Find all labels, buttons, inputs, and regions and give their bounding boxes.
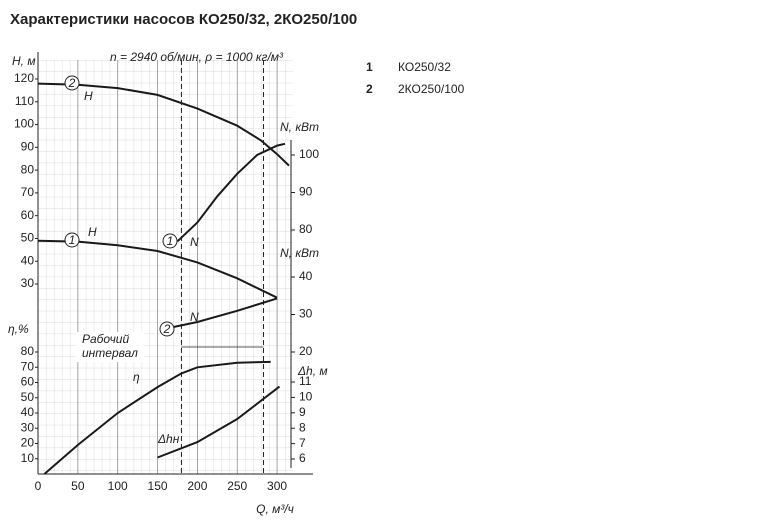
y-axis-label: Δh, м bbox=[297, 364, 328, 378]
label-bg bbox=[76, 332, 144, 362]
x-tick-label: 150 bbox=[148, 479, 168, 493]
curve-number: 2 bbox=[163, 322, 171, 336]
subtitle: n = 2940 об/мин, ρ = 1000 кг/м³ bbox=[110, 50, 284, 64]
x-tick-label: 300 bbox=[267, 479, 287, 493]
x-tick-label: 100 bbox=[108, 479, 128, 493]
y-tick-label: 100 bbox=[299, 147, 319, 161]
curve-label: N bbox=[190, 310, 199, 324]
y-tick-label: 120 bbox=[14, 71, 34, 85]
y-axis-label: N, кВт bbox=[280, 120, 319, 134]
x-tick-label: 50 bbox=[71, 479, 85, 493]
curve-label: η bbox=[133, 370, 140, 384]
curve-number: 1 bbox=[69, 233, 76, 247]
chart-title: Характеристики насосов КО250/32, 2КО250/… bbox=[10, 11, 357, 28]
curve-label: H bbox=[88, 225, 97, 239]
x-axis-label: Q, м³/ч bbox=[256, 502, 294, 516]
y-tick-label: 9 bbox=[299, 405, 306, 419]
legend-number: 2 bbox=[366, 82, 373, 96]
y-tick-label: 80 bbox=[21, 344, 35, 358]
curve-label: H bbox=[84, 89, 93, 103]
legend-label: КО250/32 bbox=[398, 60, 451, 74]
legend-number: 1 bbox=[366, 60, 373, 74]
curve-number: 1 bbox=[167, 234, 174, 248]
y-tick-label: 80 bbox=[299, 222, 313, 236]
y-tick-label: 6 bbox=[299, 451, 306, 465]
y-tick-label: 10 bbox=[299, 390, 313, 404]
curve-number-circle bbox=[162, 233, 178, 249]
y-tick-label: 8 bbox=[299, 420, 306, 434]
y-tick-label: 100 bbox=[14, 117, 34, 131]
interval-label: интервал bbox=[82, 346, 138, 360]
y-tick-label: 60 bbox=[21, 208, 35, 222]
y-tick-label: 90 bbox=[21, 140, 35, 154]
curve-number-circle bbox=[64, 232, 80, 248]
interval-label: Рабочий bbox=[82, 332, 129, 346]
y-tick-label: 11 bbox=[299, 374, 312, 388]
y-tick-label: 80 bbox=[21, 162, 35, 176]
y-tick-label: 40 bbox=[21, 405, 35, 419]
y-tick-label: 20 bbox=[21, 436, 35, 450]
y-tick-label: 90 bbox=[299, 185, 313, 199]
curve bbox=[43, 360, 271, 475]
curve-number: 2 bbox=[68, 76, 76, 90]
curve bbox=[161, 297, 278, 331]
curve-number-circle bbox=[159, 321, 175, 337]
x-tick-label: 0 bbox=[35, 479, 42, 493]
curve-number-circle bbox=[64, 75, 80, 91]
x-tick-label: 200 bbox=[187, 479, 207, 493]
legend-label: 2КО250/100 bbox=[398, 82, 465, 96]
y-tick-label: 70 bbox=[21, 185, 35, 199]
curve bbox=[157, 385, 281, 459]
curve-label: Δhн bbox=[157, 432, 180, 446]
y-tick-label: 40 bbox=[299, 269, 313, 283]
curve-label: N bbox=[190, 235, 199, 249]
y-tick-label: 30 bbox=[21, 276, 35, 290]
y-tick-label: 50 bbox=[21, 390, 35, 404]
y-axis-label: η,% bbox=[8, 322, 29, 336]
y-tick-label: 30 bbox=[299, 307, 313, 321]
minor-grid bbox=[38, 60, 293, 474]
y-tick-label: 30 bbox=[21, 420, 35, 434]
y-tick-label: 60 bbox=[21, 375, 35, 389]
y-tick-label: 110 bbox=[15, 94, 34, 108]
y-tick-label: 70 bbox=[21, 359, 35, 373]
y-axis-label: H, м bbox=[12, 54, 36, 68]
curve bbox=[37, 82, 290, 167]
curve bbox=[176, 142, 286, 243]
y-tick-label: 7 bbox=[299, 436, 306, 450]
y-axis-label: N, кВт bbox=[280, 246, 319, 260]
y-tick-label: 20 bbox=[299, 344, 313, 358]
x-tick-label: 250 bbox=[227, 479, 247, 493]
y-tick-label: 40 bbox=[21, 253, 35, 267]
y-tick-label: 10 bbox=[21, 451, 35, 465]
y-tick-label: 50 bbox=[21, 231, 35, 245]
